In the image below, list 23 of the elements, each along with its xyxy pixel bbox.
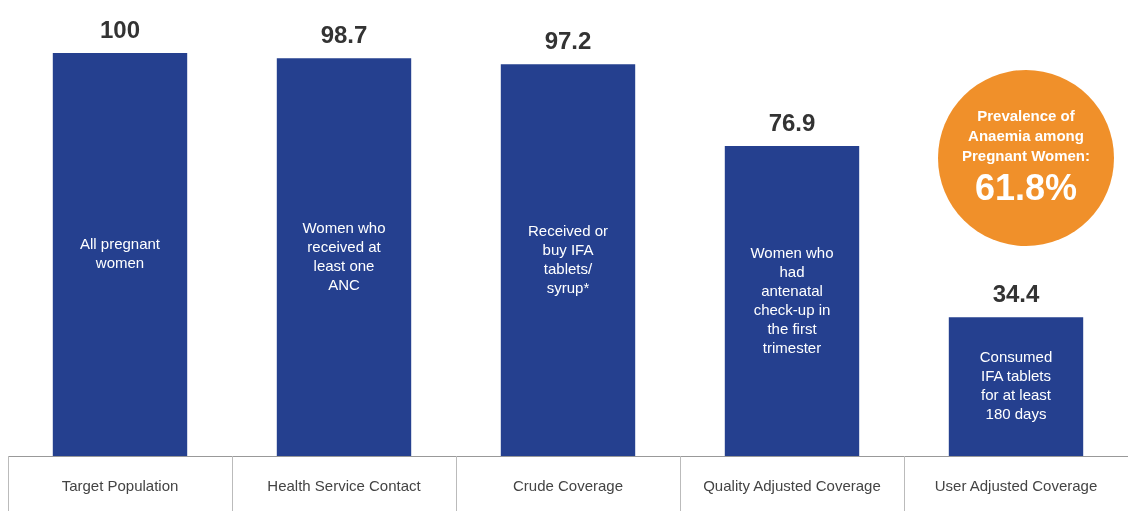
bar <box>52 53 188 456</box>
data-label: 98.7 <box>320 20 368 48</box>
annotation: Women who received at least one ANC <box>302 218 386 293</box>
x-tick-label: Quality Adjusted Coverage <box>703 477 881 495</box>
x-tick-label: User Adjusted Coverage <box>934 477 1098 495</box>
bar <box>948 317 1084 456</box>
x-tick-label: Target Population <box>61 477 179 495</box>
data-label: 97.2 <box>544 26 592 54</box>
data-label: 34.4 <box>992 279 1040 307</box>
bar <box>500 64 636 456</box>
annotation: Received or buy IFA tablets/ syrup* <box>527 221 609 296</box>
circle-badge: Prevalence of Anaemia among Pregnant Women: 61.8% <box>938 70 1114 246</box>
annotation: Consumed IFA tablets for at least 180 days <box>979 348 1053 423</box>
bar <box>724 146 860 456</box>
x-tick-label: Crude Coverage <box>512 477 624 495</box>
bar <box>276 58 412 456</box>
annotation: 61.8% <box>973 166 1079 210</box>
x-tick-label: Health Service Contact <box>267 477 422 495</box>
annotation: Prevalence of Anaemia among Pregnant Women: <box>960 106 1092 166</box>
annotation: All pregnant women <box>79 235 161 272</box>
data-label: 100 <box>99 15 141 43</box>
annotation: Women who had antenatal check-up in the first trimester <box>750 243 834 356</box>
data-label: 76.9 <box>768 108 816 136</box>
